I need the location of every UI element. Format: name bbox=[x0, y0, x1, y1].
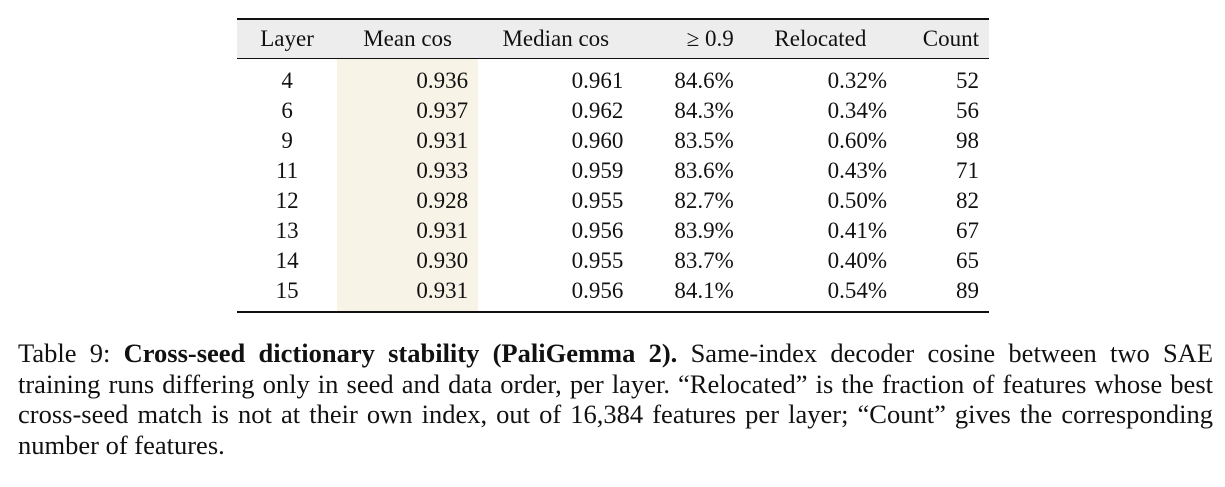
cell-layer: 11 bbox=[275, 158, 299, 183]
header-median-cos: Median cos bbox=[478, 18, 634, 59]
table-row: 14 0.930 0.955 83.7% 0.40% 65 bbox=[237, 246, 989, 276]
cell-median-cos: 0.955 bbox=[571, 248, 624, 273]
cell-mean-cos: 0.930 bbox=[337, 246, 479, 276]
cell-count: 67 bbox=[956, 218, 979, 243]
table-row: 15 0.931 0.956 84.1% 0.54% 89 bbox=[237, 276, 989, 313]
cell-ge-09: 83.6% bbox=[674, 158, 734, 183]
cell-count: 98 bbox=[956, 128, 979, 153]
cell-relocated: 0.60% bbox=[827, 128, 888, 153]
header-relocated: Relocated bbox=[743, 18, 898, 59]
cell-layer: 13 bbox=[275, 218, 299, 243]
table-row: 4 0.936 0.961 84.6% 0.32% 52 bbox=[237, 58, 989, 96]
caption-text: Same-index decoder cosine between two SA… bbox=[18, 338, 1214, 460]
cell-ge-09: 83.5% bbox=[674, 128, 734, 153]
cell-count: 52 bbox=[956, 68, 979, 93]
header-mean-cos: Mean cos bbox=[337, 18, 479, 59]
cell-median-cos: 0.956 bbox=[478, 276, 634, 313]
cell-layer: 12 bbox=[275, 188, 299, 213]
caption-title: Cross-seed dictionary stability (PaliGem… bbox=[123, 338, 678, 368]
cell-median-cos: 0.960 bbox=[571, 128, 624, 153]
cell-relocated: 0.40% bbox=[827, 248, 888, 273]
cell-count: 56 bbox=[956, 98, 979, 123]
cross-seed-stability-table: Layer Mean cos Median cos ≥ 0.9 Relocate… bbox=[237, 18, 989, 313]
header-layer: Layer bbox=[237, 18, 338, 59]
cell-layer: 4 bbox=[281, 68, 293, 93]
cell-median-cos: 0.955 bbox=[571, 188, 624, 213]
cell-median-cos: 0.961 bbox=[571, 68, 624, 93]
cell-layer: 15 bbox=[237, 276, 338, 313]
cell-mean-cos: 0.937 bbox=[337, 96, 479, 126]
table-caption: Table 9: Cross-seed dictionary stability… bbox=[18, 338, 1213, 460]
cell-ge-09: 83.7% bbox=[674, 248, 734, 273]
cell-mean-cos: 0.936 bbox=[337, 58, 479, 96]
cell-ge-09: 83.9% bbox=[674, 218, 734, 243]
table-row: 12 0.928 0.955 82.7% 0.50% 82 bbox=[237, 186, 989, 216]
cell-median-cos: 0.956 bbox=[571, 218, 624, 243]
caption-label: Table 9: bbox=[18, 338, 111, 368]
cell-layer: 6 bbox=[281, 98, 293, 123]
cell-mean-cos: 0.931 bbox=[337, 126, 479, 156]
cell-median-cos: 0.962 bbox=[571, 98, 624, 123]
table-row: 11 0.933 0.959 83.6% 0.43% 71 bbox=[237, 156, 989, 186]
cell-relocated: 0.34% bbox=[827, 98, 888, 123]
table-body: 4 0.936 0.961 84.6% 0.32% 52 6 0.937 0.962 84.3% 0… bbox=[237, 58, 989, 313]
header-count: Count bbox=[897, 18, 989, 59]
table-header-row: Layer Mean cos Median cos ≥ 0.9 Relocate… bbox=[237, 18, 989, 59]
cell-mean-cos: 0.931 bbox=[337, 216, 479, 246]
cell-count: 65 bbox=[956, 248, 979, 273]
results-table-container: Layer Mean cos Median cos ≥ 0.9 Relocate… bbox=[237, 18, 989, 313]
table-row: 9 0.931 0.960 83.5% 0.60% 98 bbox=[237, 126, 989, 156]
cell-ge-09: 84.6% bbox=[674, 68, 734, 93]
cell-count: 89 bbox=[897, 276, 989, 313]
cell-relocated: 0.43% bbox=[827, 158, 888, 183]
header-ge-0-9: ≥ 0.9 bbox=[633, 18, 744, 59]
cell-mean-cos: 0.933 bbox=[337, 156, 479, 186]
cell-relocated: 0.54% bbox=[743, 276, 898, 313]
cell-relocated: 0.50% bbox=[827, 188, 888, 213]
cell-median-cos: 0.959 bbox=[571, 158, 624, 183]
cell-ge-09: 84.3% bbox=[674, 98, 734, 123]
cell-count: 71 bbox=[956, 158, 979, 183]
cell-layer: 14 bbox=[275, 248, 299, 273]
cell-count: 82 bbox=[956, 188, 979, 213]
cell-mean-cos: 0.931 bbox=[337, 276, 479, 313]
cell-relocated: 0.41% bbox=[827, 218, 888, 243]
table-row: 6 0.937 0.962 84.3% 0.34% 56 bbox=[237, 96, 989, 126]
cell-layer: 9 bbox=[281, 128, 293, 153]
cell-mean-cos: 0.928 bbox=[337, 186, 479, 216]
table-row: 13 0.931 0.956 83.9% 0.41% 67 bbox=[237, 216, 989, 246]
cell-relocated: 0.32% bbox=[827, 68, 888, 93]
cell-ge-09: 82.7% bbox=[674, 188, 734, 213]
cell-ge-09: 84.1% bbox=[633, 276, 744, 313]
